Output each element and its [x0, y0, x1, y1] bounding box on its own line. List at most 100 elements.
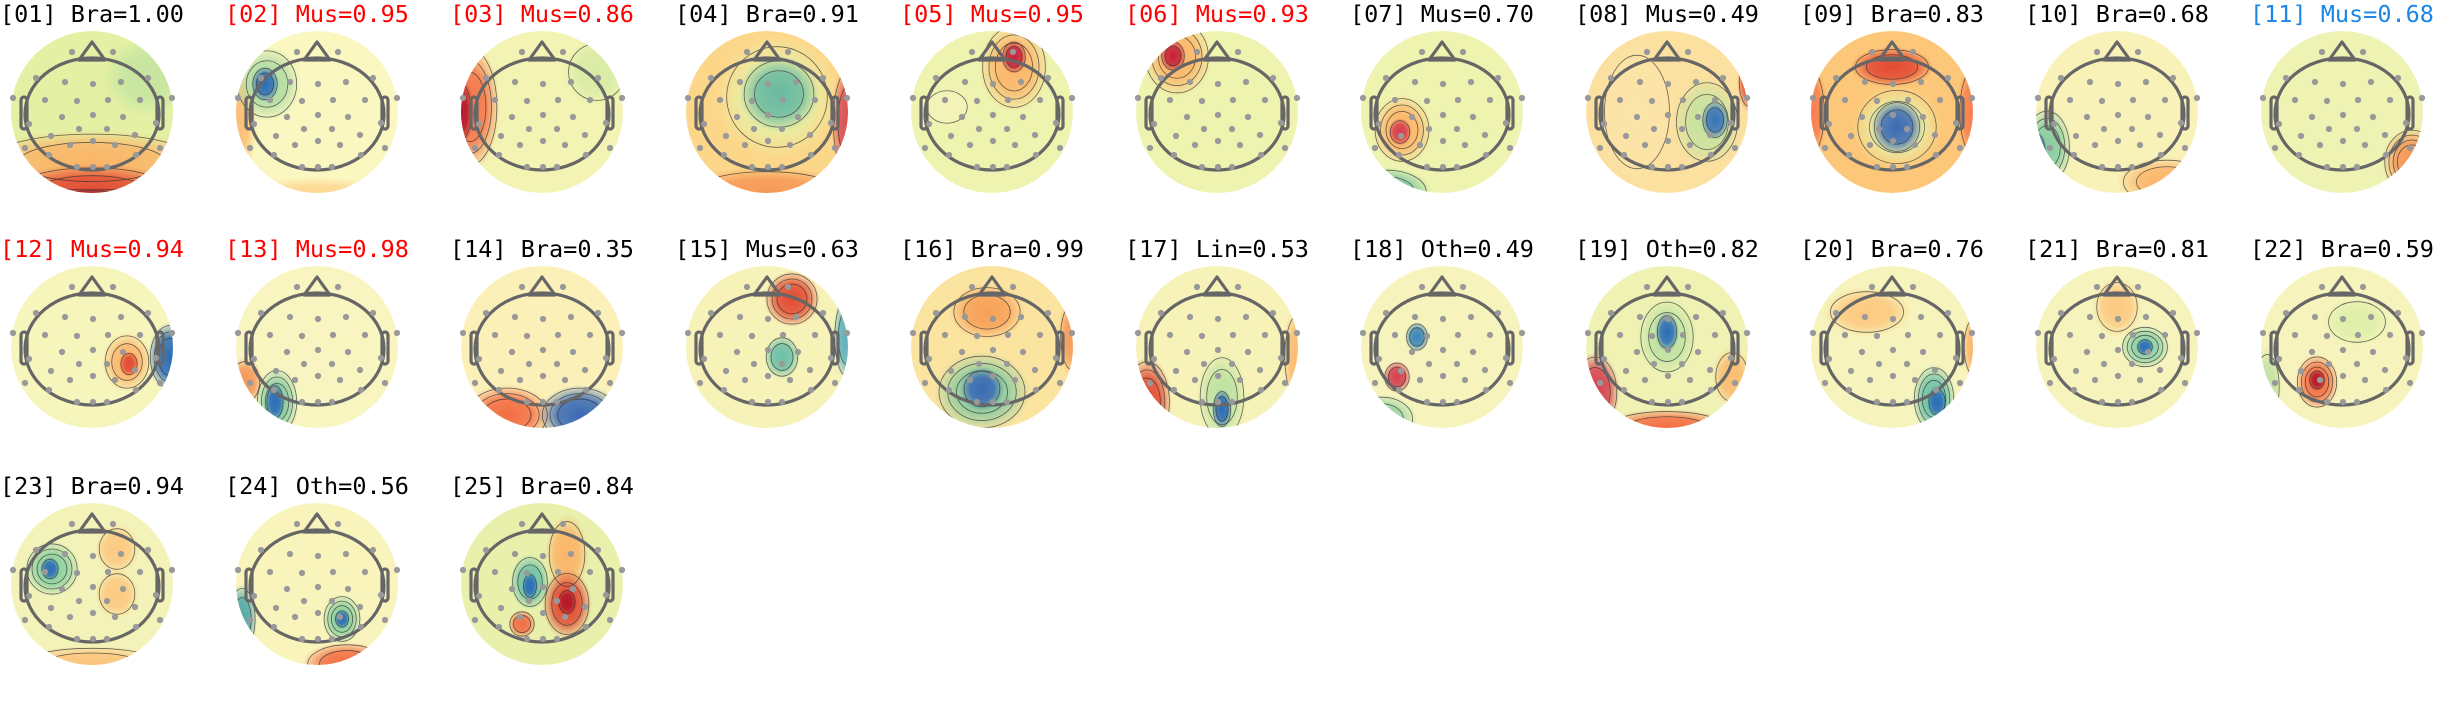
electrode-dot	[109, 520, 117, 528]
contour-line	[509, 611, 535, 637]
electrode-dot	[1727, 354, 1735, 362]
electrode-dot	[314, 315, 322, 323]
nose-icon	[1427, 40, 1457, 62]
electrode-dot	[511, 550, 519, 558]
electrode-dot	[73, 97, 81, 105]
component-02: [02] Mus=0.95	[225, 0, 450, 236]
electrode-dot	[1620, 386, 1628, 394]
electrode-dot	[569, 113, 577, 121]
electrode-dot	[272, 367, 280, 375]
electrode-dot	[9, 566, 17, 574]
left-ear-icon	[469, 330, 479, 366]
electrode-dot	[2297, 132, 2305, 140]
electrode-dot	[539, 552, 547, 560]
electrode-dot	[2394, 74, 2402, 82]
electrode-dot	[334, 48, 342, 56]
electrode-dot	[1968, 94, 1976, 102]
electrode-dot	[1467, 78, 1475, 86]
electrode-dot	[286, 313, 294, 321]
nose-icon	[977, 275, 1007, 297]
contour-line	[2137, 339, 2153, 355]
electrode-dot	[2193, 94, 2201, 102]
electrode-dot	[1727, 119, 1735, 127]
component-09: [09] Bra=0.83	[1800, 0, 2025, 236]
electrode-dot	[73, 398, 81, 406]
electrode-dot	[1439, 372, 1447, 380]
electrode-dot	[516, 376, 524, 384]
electrode-dot	[1416, 141, 1424, 149]
electrode-dot	[989, 137, 997, 145]
electrodes	[9, 520, 176, 643]
contour-line	[523, 574, 537, 598]
left-ear-icon	[2044, 330, 2054, 366]
right-ear-icon	[380, 567, 390, 603]
electrode-dot	[495, 151, 503, 159]
electrode-dot	[1003, 125, 1011, 133]
electrodes	[684, 48, 851, 171]
electrode-dot	[1257, 386, 1265, 394]
left-ear-icon	[2269, 330, 2279, 366]
electrode-dot	[523, 569, 531, 577]
electrode-dot	[794, 348, 802, 356]
nose-icon	[527, 40, 557, 62]
electrode-dot	[748, 163, 756, 171]
right-ear-icon	[1505, 330, 1515, 366]
electrode-dot	[1711, 96, 1719, 104]
electrode-dot	[234, 94, 242, 102]
electrode-dot	[2083, 113, 2091, 121]
contour-line	[956, 370, 1008, 414]
electrode-dot	[1293, 94, 1301, 102]
head-outline	[23, 291, 161, 407]
contour-line	[771, 278, 813, 320]
electrode-dot	[1821, 144, 1829, 152]
electrode-dot	[909, 329, 917, 337]
electrode-dot	[508, 348, 516, 356]
contour-line	[994, 42, 1034, 92]
electrodes	[459, 48, 626, 171]
electrode-dot	[2098, 332, 2106, 340]
electrode-dot	[266, 331, 274, 339]
electrode-dot	[393, 329, 401, 337]
contour-line	[2415, 143, 2423, 177]
electrode-dot	[539, 635, 547, 643]
electrode-dot	[41, 331, 49, 339]
electrode-dot	[131, 366, 139, 374]
electrode-dot	[9, 94, 17, 102]
electrode-dot	[1229, 96, 1237, 104]
electrode-dot	[561, 376, 569, 384]
electrode-dot	[89, 635, 97, 643]
left-ear-icon	[694, 95, 704, 131]
electrode-dot	[569, 585, 577, 593]
electrode-dot	[1004, 96, 1012, 104]
electrode-dot	[1719, 309, 1727, 317]
electrode-dot	[1932, 386, 1940, 394]
electrode-dot	[2046, 379, 2054, 387]
electrode-dot	[1889, 315, 1897, 323]
contour-line	[1206, 369, 1238, 425]
electrodes	[909, 283, 1076, 406]
electrode-dot	[1371, 144, 1379, 152]
left-ear-icon	[1594, 330, 1604, 366]
electrode-dot	[720, 151, 728, 159]
electrode-dot	[298, 163, 306, 171]
electrode-dot	[525, 597, 533, 605]
nose-icon	[1877, 275, 1907, 297]
nose-icon	[1427, 275, 1457, 297]
electrode-dot	[1664, 372, 1672, 380]
electrode-dot	[2134, 283, 2142, 291]
electrode-dot	[586, 96, 594, 104]
electrode-dot	[961, 78, 969, 86]
electrode-dot	[234, 566, 242, 574]
head-outline	[1823, 291, 1961, 407]
electrode-dot	[2177, 119, 2185, 127]
left-ear-icon	[244, 330, 254, 366]
electrode-dot	[144, 309, 152, 317]
electrode-dot	[827, 119, 835, 127]
electrode-dot	[132, 623, 140, 631]
head-outline	[1373, 56, 1511, 172]
electrode-dot	[1873, 163, 1881, 171]
electrode-dot	[377, 119, 385, 127]
electrode-dot	[1825, 355, 1833, 363]
electrode-dot	[1032, 386, 1040, 394]
electrode-dot	[1482, 151, 1490, 159]
